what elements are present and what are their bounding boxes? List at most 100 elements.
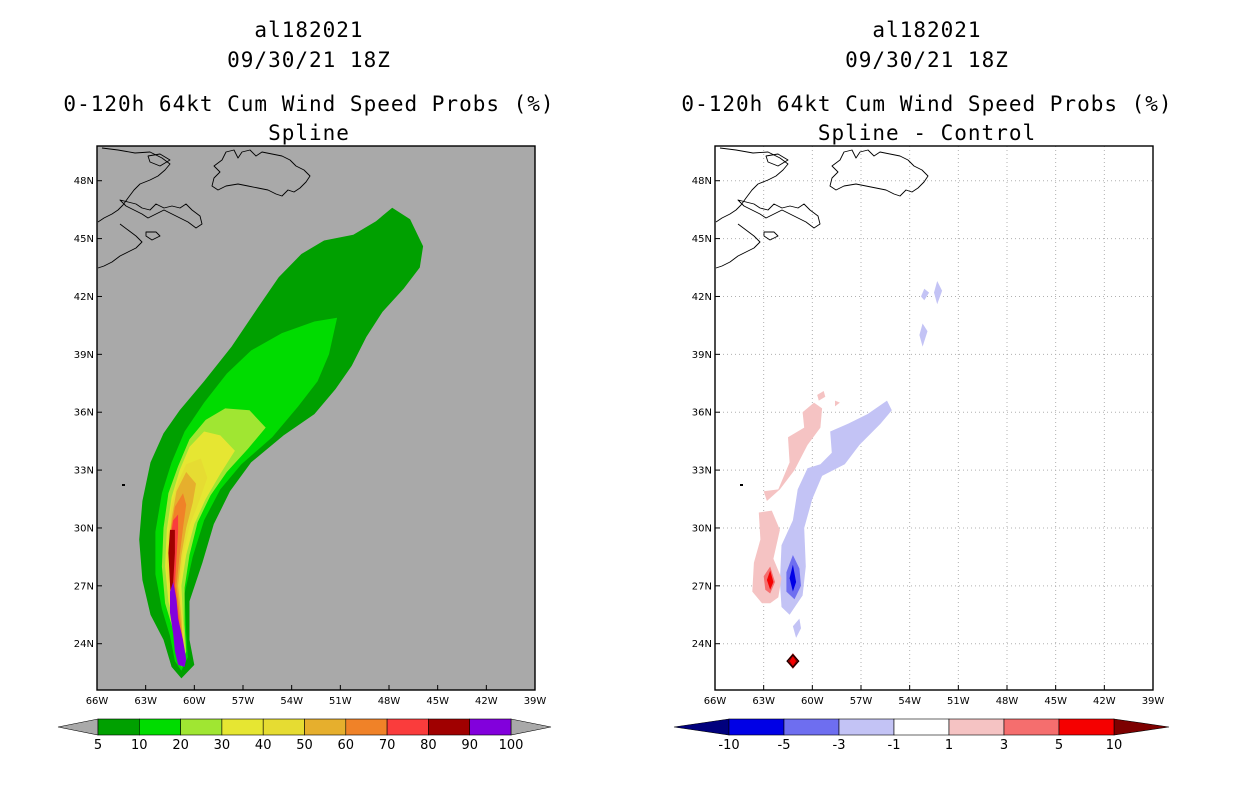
- contour-level-neg5: [789, 564, 797, 592]
- x-tick-label: 51W: [329, 696, 352, 707]
- chart-subtitle: Spline: [268, 121, 350, 145]
- colorbar-swatch: [221, 718, 264, 736]
- contour-level-10: [155, 317, 338, 671]
- colorbar-label: 50: [296, 738, 313, 753]
- y-tick-label: 39N: [74, 350, 94, 361]
- contour-level-neg1: [934, 281, 943, 305]
- coastline: [97, 223, 143, 269]
- difference-chart: 48N 45N 42N 39N 36N 33N 30N 27N 24N 66W 63W 60W 57W 5…: [673, 145, 1170, 753]
- x-tick-label: 60W: [183, 696, 206, 707]
- contour-level-5: [139, 207, 424, 679]
- storm-id: al182021: [254, 18, 364, 42]
- contour-level-neg1: [792, 618, 801, 638]
- colorbar-label: -3: [833, 738, 846, 753]
- coastline: [765, 153, 789, 167]
- y-tick-label: 36N: [74, 408, 94, 419]
- y-tick-label: 42N: [74, 292, 94, 303]
- y-tick-label: 39N: [692, 350, 712, 361]
- colorbar-swatch: [838, 718, 895, 736]
- colorbar-swatch: [728, 718, 785, 736]
- colorbar-under-triangle: [57, 718, 99, 736]
- colorbar-label: 60: [338, 738, 355, 753]
- x-tick-label: 57W: [232, 696, 255, 707]
- contour-level-neg1: [919, 323, 928, 347]
- colorbar-label: 5: [94, 738, 102, 753]
- x-tick-label: 63W: [752, 696, 775, 707]
- coastline: [715, 223, 761, 269]
- coastline: [145, 231, 161, 241]
- colorbar-swatch: [1003, 718, 1060, 736]
- colorbar-label: 30: [214, 738, 231, 753]
- x-tick-label: 54W: [280, 696, 303, 707]
- y-tick-label: 48N: [74, 176, 94, 187]
- contour-level-5: [766, 570, 774, 590]
- colorbar-swatch: [386, 718, 429, 736]
- contour-level-1: [763, 402, 823, 501]
- colorbar-under-triangle: [673, 718, 730, 736]
- x-tick-label: 45W: [1044, 696, 1067, 707]
- difference-panel: al182021 09/30/21 18Z 0-120h 64kt Cum Wi…: [618, 0, 1236, 800]
- datetime: 09/30/21 18Z: [845, 48, 1009, 72]
- x-tick-label: 57W: [850, 696, 873, 707]
- colorbar-label: 20: [172, 738, 189, 753]
- colorbar-swatch: [345, 718, 388, 736]
- colorbar: 5 10 20 30 40 50 60 70 80 90 100: [57, 718, 552, 753]
- x-tick-label: 48W: [378, 696, 401, 707]
- plot-background: [715, 146, 1153, 690]
- coastline: [147, 153, 171, 167]
- y-tick-label: 27N: [74, 581, 94, 592]
- colorbar-label: 10: [131, 738, 148, 753]
- colorbar-label: 100: [499, 738, 524, 753]
- spline-chart: 48N 45N 42N 39N 36N 33N 30N 27N 24N 66W 63W 60W 57W 5…: [57, 145, 552, 753]
- colorbar-swatch: [469, 718, 512, 736]
- x-tick-label: 66W: [86, 696, 109, 707]
- spline-panel: al182021 09/30/21 18Z 0-120h 64kt Cum Wi…: [57, 18, 555, 753]
- colorbar-swatch: [97, 718, 140, 736]
- colorbar-swatch: [1058, 718, 1115, 736]
- colorbar-label: -10: [718, 738, 739, 753]
- island: [740, 484, 743, 486]
- colorbar-swatch: [783, 718, 840, 736]
- plot-area: [715, 146, 1153, 690]
- contour-level-5: [789, 656, 797, 666]
- colorbar-over-triangle: [1113, 718, 1170, 736]
- colorbar-swatch: [139, 718, 181, 736]
- coastline: [737, 199, 821, 229]
- x-tick-label: 39W: [524, 696, 547, 707]
- y-tick-label: 48N: [692, 176, 712, 187]
- island: [122, 484, 125, 486]
- coastline: [97, 147, 171, 223]
- coastline: [829, 149, 929, 197]
- coastline: [119, 199, 203, 229]
- chart-title: 0-120h 64kt Cum Wind Speed Probs (%): [63, 92, 555, 116]
- colorbar-label: 40: [255, 738, 272, 753]
- colorbar-swatch: [304, 718, 347, 736]
- x-tick-label: 39W: [1142, 696, 1165, 707]
- colorbar-label: 70: [379, 738, 396, 753]
- datetime: 09/30/21 18Z: [227, 48, 391, 72]
- x-tick-label: 60W: [801, 696, 824, 707]
- y-tick-label: 45N: [692, 234, 712, 245]
- max-marker: [786, 654, 800, 668]
- y-tick-label: 45N: [74, 234, 94, 245]
- colorbar-label: 3: [1000, 738, 1008, 753]
- y-tick-label: 33N: [74, 466, 94, 477]
- contour-level-1: [817, 391, 826, 401]
- colorbar-label: -5: [778, 738, 791, 753]
- x-tick-label: 63W: [134, 696, 157, 707]
- y-tick-label: 33N: [692, 466, 712, 477]
- y-tick-label: 36N: [692, 408, 712, 419]
- colorbar-label: 1: [945, 738, 953, 753]
- y-tick-label: 42N: [692, 292, 712, 303]
- x-tick-label: 66W: [704, 696, 727, 707]
- colorbar: -10 -5 -3 -1 1 3 5 10: [673, 718, 1170, 753]
- x-tick-label: 42W: [1093, 696, 1116, 707]
- chart-title: 0-120h 64kt Cum Wind Speed Probs (%): [681, 92, 1173, 116]
- colorbar-label: 80: [420, 738, 437, 753]
- colorbar-label: -1: [888, 738, 901, 753]
- colorbar-swatch: [180, 718, 223, 736]
- colorbar-swatch: [893, 718, 950, 736]
- x-tick-label: 45W: [426, 696, 449, 707]
- plot-area: [97, 147, 424, 679]
- x-tick-label: 54W: [898, 696, 921, 707]
